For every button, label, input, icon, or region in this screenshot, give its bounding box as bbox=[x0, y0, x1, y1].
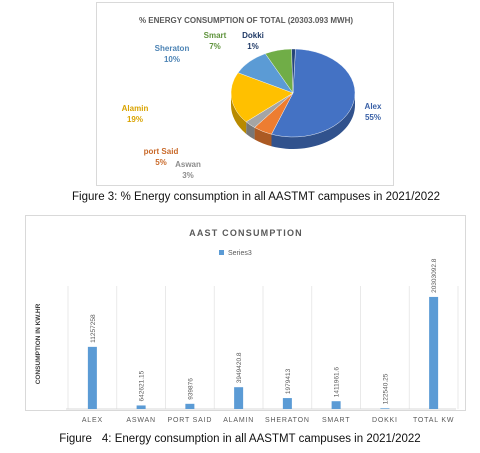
y-axis-label: CONSUMPTION IN KW.HR bbox=[35, 303, 42, 384]
legend-label: Series3 bbox=[228, 250, 252, 257]
pie-depth-layer bbox=[231, 93, 355, 149]
pie-label-name: Alex bbox=[365, 102, 382, 111]
figure-4-caption-prefix: Figure bbox=[59, 433, 92, 445]
pie-label-name: Alamin bbox=[122, 104, 149, 113]
x-axis-ticks: ALEX ASWAN PORT SAID ALAMIN SHERATON SMART DOK… bbox=[82, 417, 454, 424]
pie-label-name: Aswan bbox=[175, 160, 201, 169]
bar-port-said bbox=[185, 403, 195, 409]
x-tick-label: DOKKI bbox=[372, 417, 398, 424]
legend-swatch bbox=[219, 250, 224, 255]
pie-slice-alamin bbox=[230, 72, 294, 123]
bar-data-label: 939876 bbox=[187, 378, 194, 400]
pie-slice-side-alex bbox=[271, 93, 355, 149]
x-tick-label: ALEX bbox=[82, 417, 103, 424]
figure-4-caption-text: 4: Energy consumption in all AASTMT camp… bbox=[101, 433, 421, 445]
bar-dokki bbox=[380, 408, 390, 409]
pie-slices bbox=[230, 48, 356, 138]
bar-chart: AAST CONSUMPTION Series3 CONSUMPTION IN … bbox=[35, 228, 459, 424]
figure-3-caption: Figure 3: % Energy consumption in all AA… bbox=[72, 191, 440, 203]
pie-label-percent: 5% bbox=[155, 158, 167, 167]
bar-total-kw bbox=[429, 296, 439, 409]
x-tick-label: SHERATON bbox=[265, 417, 310, 424]
bar-chart-title: AAST CONSUMPTION bbox=[189, 228, 303, 238]
pie-label-name: Smart bbox=[204, 31, 227, 40]
pie-slice-side-alamin bbox=[231, 93, 247, 134]
bar-series bbox=[87, 296, 439, 409]
bar-aswan bbox=[136, 405, 146, 409]
bar-smart bbox=[331, 401, 341, 409]
x-tick-label: PORT SAID bbox=[168, 417, 213, 424]
pie-label-percent: 1% bbox=[247, 42, 259, 51]
pie-slice-side-aswan bbox=[246, 121, 255, 140]
pie-chart-panel: % ENERGY CONSUMPTION OF TOTAL (20303.093… bbox=[96, 2, 394, 186]
figure-4-caption: Figure 4: Energy consumption in all AASTM… bbox=[0, 433, 480, 445]
pie-label-name: port Said bbox=[144, 147, 179, 156]
bar-sheraton bbox=[282, 398, 292, 409]
x-tick-label: ASWAN bbox=[126, 417, 155, 424]
category-dividers bbox=[67, 286, 459, 409]
pie-label-percent: 10% bbox=[164, 55, 180, 64]
pie-chart: % ENERGY CONSUMPTION OF TOTAL (20303.093… bbox=[122, 16, 382, 180]
bar-data-label: 11257258 bbox=[90, 314, 97, 343]
pie-label-percent: 7% bbox=[209, 42, 221, 51]
x-tick-label: ALAMIN bbox=[223, 417, 254, 424]
x-tick-label: SMART bbox=[322, 417, 350, 424]
pie-slice-side-port-said bbox=[254, 127, 272, 147]
bar-data-label: 3949420.8 bbox=[236, 352, 243, 383]
pie-label-percent: 3% bbox=[182, 171, 194, 180]
x-tick-label: TOTAL KW bbox=[413, 417, 454, 424]
bar-data-label: 1411961.6 bbox=[334, 367, 341, 398]
pie-slice-dokki bbox=[291, 48, 296, 94]
bar-data-label: 122540.25 bbox=[382, 373, 389, 404]
pie-label-percent: 19% bbox=[127, 115, 143, 124]
bar-data-label: 642621.15 bbox=[139, 370, 146, 401]
bar-alamin bbox=[234, 387, 244, 409]
bar-data-label: 1979413 bbox=[285, 368, 292, 394]
pie-label-percent: 55% bbox=[365, 113, 381, 122]
bar-chart-panel: AAST CONSUMPTION Series3 CONSUMPTION IN … bbox=[25, 215, 466, 424]
pie-label-name: Dokki bbox=[242, 31, 264, 40]
pie-labels: Alex 55% port Said 5% Aswan 3% Alamin 19% Sherat… bbox=[122, 31, 382, 180]
bar-alex bbox=[87, 346, 97, 409]
pie-label-name: Sheraton bbox=[155, 44, 190, 53]
pie-slice-alex bbox=[271, 48, 356, 138]
bar-data-label: 20303092.8 bbox=[431, 258, 438, 293]
bar-data-labels: 11257258 642621.15 939876 3949420.8 1979413 1… bbox=[90, 258, 438, 404]
pie-chart-title: % ENERGY CONSUMPTION OF TOTAL (20303.093… bbox=[139, 16, 353, 25]
